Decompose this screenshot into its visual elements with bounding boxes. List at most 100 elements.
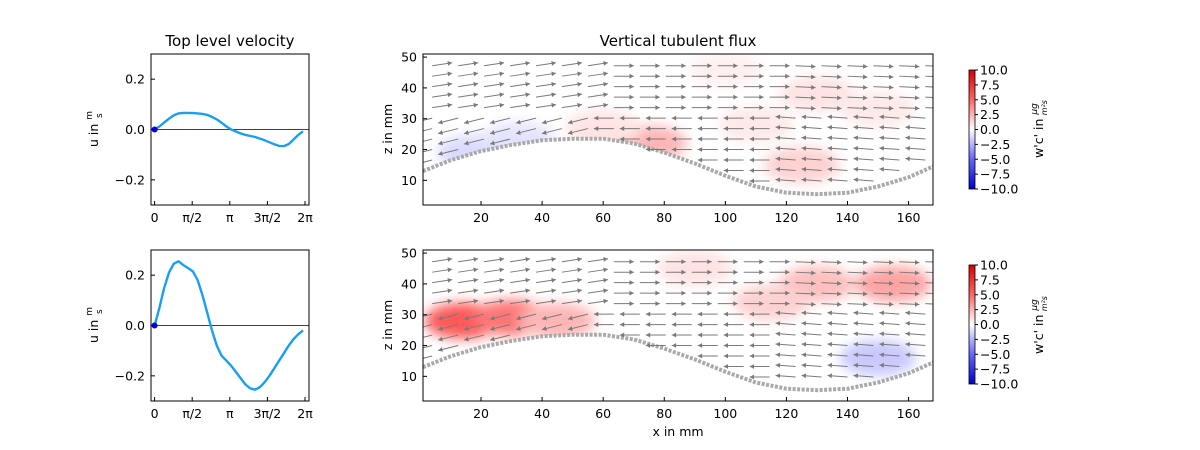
velocity-arrow-head: [811, 280, 816, 286]
velocity-arrow-head: [905, 125, 910, 130]
velocity-arrow-head: [645, 126, 651, 131]
velocity-arrow-head: [941, 270, 945, 275]
velocity-arrow-head: [888, 64, 894, 69]
velocity-arrow-head: [759, 63, 764, 69]
velocity-arrow-head: [811, 291, 816, 297]
velocity-arrow-head: [603, 267, 608, 273]
velocity-arrow-head: [862, 84, 868, 90]
flux-region: [840, 91, 917, 128]
y-axis-label-main: u in: [86, 316, 101, 343]
velocity-arrow-head: [759, 301, 764, 307]
velocity-arrow-head: [603, 277, 608, 283]
velocity-arrow-head: [645, 322, 651, 327]
velocity-arrow: [925, 65, 933, 67]
velocity-arrow-head: [723, 343, 729, 348]
velocity-arrow-head: [473, 298, 479, 304]
velocity-arrow-head: [827, 331, 833, 337]
velocity-arrow-head: [707, 94, 712, 100]
colorbar-label-main: w'c' in: [1031, 115, 1046, 158]
velocity-arrow-head: [577, 256, 582, 262]
flux-region: [763, 146, 840, 183]
velocity-arrow-head: [888, 301, 894, 307]
x-tick-label: 3π/2: [254, 210, 282, 225]
velocity-arrow-head: [499, 298, 505, 304]
velocity-arrow-head: [671, 115, 677, 121]
velocity-arrow-head: [499, 288, 505, 294]
velocity-arrow-head: [837, 270, 842, 276]
velocity-arrow-head: [827, 362, 833, 368]
colorbar-tick-label: 7.5: [980, 77, 1000, 92]
bottom-velocity-plot: u in ms 0 π/2 π 3π/2 2π −0.2 0.0 0.2: [85, 249, 313, 421]
velocity-arrow-head: [853, 321, 859, 326]
velocity-arrow-head: [697, 136, 703, 142]
velocity-arrow-head: [853, 177, 859, 183]
velocity-arrow-head: [749, 168, 755, 173]
velocity-arrow: [423, 355, 433, 359]
velocity-arrow-head: [525, 81, 531, 87]
velocity-arrow-head: [853, 341, 859, 347]
velocity-arrow-head: [681, 269, 686, 275]
velocity-arrow-head: [577, 277, 582, 283]
velocity-arrow-head: [733, 63, 738, 69]
velocity-arrow: [925, 96, 933, 98]
colorbar-tick-label: 2.5: [980, 302, 1000, 317]
plot-frame: [422, 249, 934, 402]
velocity-arrow: [925, 86, 933, 88]
flux-region: [733, 284, 810, 321]
velocity-arrow-head: [438, 336, 443, 342]
velocity-arrow-head: [837, 74, 842, 80]
velocity-arrow-head: [447, 288, 453, 294]
velocity-arrow-head: [888, 84, 894, 90]
y-tick-label: 10: [401, 173, 417, 188]
velocity-arrow-head: [905, 310, 910, 316]
velocity-arrow-head: [525, 288, 531, 294]
velocity-arrow-head: [837, 301, 842, 307]
velocity-arrow-head: [629, 84, 634, 90]
velocity-arrow-head: [515, 130, 521, 135]
velocity-arrow-head: [733, 269, 738, 275]
velocity-arrow-head: [593, 311, 599, 317]
y-axis-label: z in mm: [380, 300, 395, 350]
velocity-arrow-head: [438, 315, 443, 321]
velocity-arrows: [423, 256, 945, 380]
velocity-arrow-head: [749, 136, 755, 142]
velocity-arrow-head: [905, 135, 910, 141]
velocity-arrow-head: [541, 130, 547, 135]
velocity-arrow-head: [941, 74, 945, 79]
velocity-arrow-head: [749, 343, 755, 348]
x-tick-label: 2π: [297, 210, 313, 225]
velocity-arrow-head: [681, 105, 686, 111]
velocity-arrow-head: [775, 145, 781, 151]
velocity-arrow-head: [837, 95, 842, 101]
bed-region: [423, 334, 933, 401]
velocity-arrow-head: [525, 60, 531, 66]
bed-region: [423, 138, 933, 205]
colorbar-tick-label: −2.5: [980, 137, 1010, 152]
velocity-arrow-head: [888, 260, 894, 265]
velocity-arrow-head: [629, 73, 634, 79]
velocity-arrow: [925, 107, 933, 109]
colorbar-tick-label: −7.5: [980, 167, 1010, 182]
velocity-arrow-head: [655, 73, 660, 79]
velocity-arrow-head: [733, 73, 738, 79]
y-tick-label: 30: [401, 111, 417, 126]
velocity-arrow-head: [775, 362, 781, 368]
velocity-arrow-head: [697, 332, 703, 338]
velocity-arrow-head: [603, 102, 608, 108]
velocity-arrow-head: [941, 85, 945, 90]
x-tick-label: π/2: [182, 210, 202, 225]
velocity-arrow-head: [905, 341, 910, 347]
velocity-arrow-head: [879, 341, 884, 347]
x-tick-label: 3π/2: [254, 406, 282, 421]
velocity-arrow-head: [723, 311, 729, 317]
colorbar-label-unit-num: μg: [1030, 299, 1040, 312]
velocity-arrow: [423, 313, 433, 317]
plot-area: 0 π/2 π 3π/2 2π −0.2 0.0 0.2: [115, 53, 313, 225]
velocity-arrow-head: [697, 353, 703, 359]
velocity-arrow-head: [525, 256, 531, 262]
velocity-arrow-head: [671, 343, 677, 348]
y-axis-label-unit-den: s: [95, 309, 105, 314]
velocity-arrow-head: [941, 260, 945, 265]
plot-content: [423, 54, 945, 205]
y-tick-label: 0.0: [125, 318, 145, 333]
